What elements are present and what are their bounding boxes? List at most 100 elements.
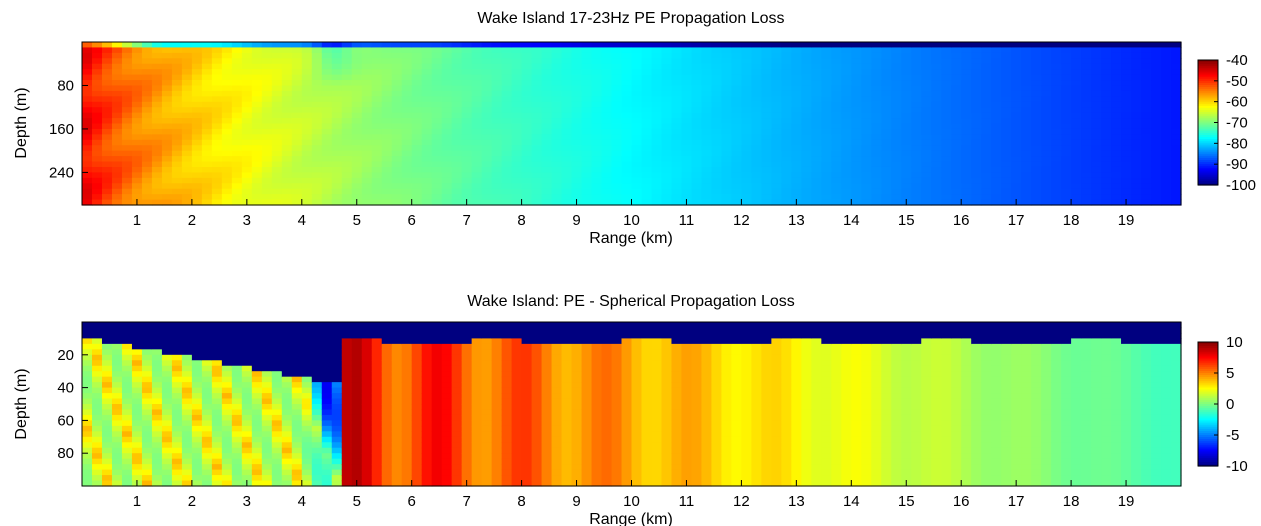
heatmap-cell [431, 145, 443, 152]
heatmap-cell [641, 150, 653, 157]
heatmap-cell [561, 414, 573, 421]
heatmap-cell [451, 139, 463, 146]
heatmap-cell [891, 85, 902, 92]
heatmap-cell [181, 409, 193, 416]
colorbar-tick-label: -80 [1226, 135, 1248, 152]
heatmap-cell [741, 177, 752, 184]
heatmap-cell [1091, 134, 1102, 141]
heatmap-cell [161, 52, 173, 59]
heatmap-cell [361, 183, 373, 190]
heatmap-cell [921, 145, 932, 152]
heatmap-cell [371, 69, 383, 76]
heatmap-cell [691, 172, 703, 179]
heatmap-cell [781, 166, 792, 173]
heatmap-cell [201, 161, 213, 168]
heatmap-cell [961, 145, 972, 152]
heatmap-cell [1081, 52, 1092, 59]
heatmap-cell [201, 150, 213, 157]
heatmap-cell [241, 42, 253, 49]
heatmap-cell [861, 177, 872, 184]
heatmap-cell [1121, 90, 1132, 97]
heatmap-cell [191, 442, 203, 449]
heatmap-cell [941, 156, 952, 163]
heatmap-cell [671, 63, 683, 70]
heatmap-cell [471, 387, 483, 394]
heatmap-cell [1141, 52, 1152, 59]
heatmap-cell [631, 107, 643, 114]
heatmap-cell [331, 436, 343, 443]
heatmap-cell [941, 90, 952, 97]
heatmap-cell [601, 42, 613, 49]
heatmap-cell [491, 343, 503, 350]
heatmap-cell [931, 112, 942, 119]
heatmap-cell [1111, 47, 1122, 54]
heatmap-cell [231, 134, 243, 141]
heatmap-cell [521, 376, 533, 383]
heatmap-cell [401, 387, 413, 394]
heatmap-cell [461, 458, 473, 465]
heatmap-cell [841, 161, 852, 168]
heatmap-cell [331, 409, 343, 416]
heatmap-cell [711, 145, 723, 152]
heatmap-cell [161, 145, 173, 152]
heatmap-cell [561, 80, 573, 87]
heatmap-cell [141, 420, 153, 427]
heatmap-cell [851, 69, 862, 76]
heatmap-cell [521, 194, 533, 201]
heatmap-cell [261, 393, 273, 400]
heatmap-cell [381, 172, 393, 179]
heatmap-cell [391, 52, 403, 59]
heatmap-cell [1071, 69, 1082, 76]
heatmap-cell [571, 360, 583, 367]
heatmap-cell [331, 183, 343, 190]
heatmap-cell [521, 107, 533, 114]
heatmap-cell [171, 183, 183, 190]
heatmap-cell [571, 458, 583, 465]
heatmap-cell [311, 85, 323, 92]
heatmap-cell [291, 194, 303, 201]
heatmap-cell [121, 58, 133, 65]
heatmap-cell [851, 58, 862, 65]
heatmap-cell [121, 156, 133, 163]
colorbar-swatch [1198, 93, 1218, 97]
heatmap-cell [771, 58, 782, 65]
heatmap-cell [881, 112, 892, 119]
heatmap-cell [241, 183, 253, 190]
heatmap-cell [701, 183, 713, 190]
heatmap-cell [901, 177, 912, 184]
heatmap-cell [401, 431, 413, 438]
heatmap-cell [591, 107, 603, 114]
heatmap-cell [611, 90, 623, 97]
heatmap-cell [501, 42, 513, 49]
heatmap-cell [111, 382, 123, 389]
heatmap-cell [851, 150, 862, 157]
heatmap-cell [911, 69, 922, 76]
heatmap-cell [91, 354, 103, 361]
heatmap-cell [491, 107, 503, 114]
heatmap-cell [241, 85, 253, 92]
heatmap-cell [431, 360, 443, 367]
heatmap-cell [931, 166, 942, 173]
heatmap-cell [611, 134, 623, 141]
heatmap-cell [171, 107, 183, 114]
heatmap-cell [481, 161, 493, 168]
heatmap-cell [491, 436, 503, 443]
heatmap-cell [521, 166, 533, 173]
heatmap-cell [261, 338, 273, 345]
heatmap-cell [801, 47, 812, 54]
heatmap-cell [591, 161, 603, 168]
heatmap-cell [391, 382, 403, 389]
heatmap-cell [171, 327, 183, 334]
heatmap-cell [171, 332, 183, 339]
heatmap-cell [1071, 177, 1082, 184]
heatmap-cell [171, 354, 183, 361]
heatmap-cell [181, 343, 193, 350]
heatmap-cell [661, 101, 673, 108]
heatmap-cell [881, 74, 892, 81]
heatmap-cell [1001, 156, 1012, 163]
heatmap-cell [461, 69, 473, 76]
heatmap-cell [591, 80, 603, 87]
heatmap-cell [321, 69, 333, 76]
heatmap-cell [891, 90, 902, 97]
heatmap-cell [341, 156, 353, 163]
